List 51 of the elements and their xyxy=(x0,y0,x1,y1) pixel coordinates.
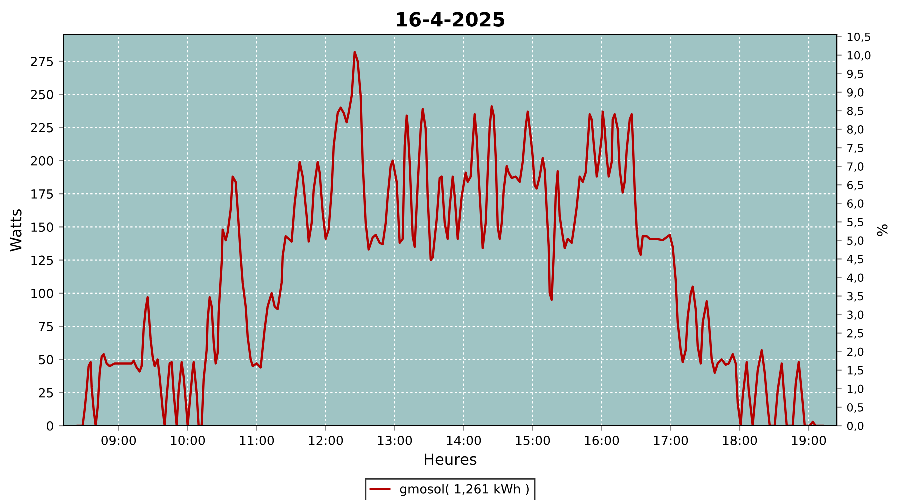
x-tick-label: 14:00 xyxy=(447,436,482,446)
x-axis-title: Heures xyxy=(425,454,477,466)
legend-label: gmosol( 1,261 kWh ) xyxy=(400,484,529,496)
y-tick-label: 75 xyxy=(39,322,54,332)
y-tick-label: 125 xyxy=(32,256,54,266)
line-series xyxy=(76,51,824,426)
y2-tick-label: 0,0 xyxy=(847,422,864,432)
y2-tick-label: 8,5 xyxy=(847,106,864,116)
y2-tick-label: 1,0 xyxy=(848,384,864,394)
y2-tick-label: 9,0 xyxy=(847,88,864,98)
x-tick-label: 10:00 xyxy=(171,436,206,446)
y-tick-label: 50 xyxy=(39,355,54,365)
chart-title: 16-4-2025 xyxy=(397,12,505,27)
x-tick-label: 09:00 xyxy=(102,436,136,446)
y2-tick-label: 5,5 xyxy=(848,218,864,228)
y2-tick-label: 1,5 xyxy=(848,366,864,376)
y-axis-title: Watts xyxy=(10,210,22,252)
x-tick-label: 13:00 xyxy=(378,436,412,446)
y2-tick-label: 6,5 xyxy=(848,181,864,191)
y-tick-label: 225 xyxy=(31,123,54,133)
y2-tick-label: 3,0 xyxy=(848,310,864,320)
y-tick-label: 0 xyxy=(47,421,54,431)
y-tick-label: 175 xyxy=(32,190,54,199)
y-tick-label: 150 xyxy=(32,222,54,232)
y2-tick-label: 7,0 xyxy=(848,162,864,172)
y-tick-label: 100 xyxy=(32,288,54,298)
x-tick-label: 15:00 xyxy=(516,436,550,446)
y2-tick-label: 8,0 xyxy=(847,125,864,136)
y-tick-label: 25 xyxy=(39,388,54,398)
y2-tick-label: 7,5 xyxy=(848,144,864,154)
y2-tick-label: 4,0 xyxy=(847,274,864,284)
y2-tick-label: 3,5 xyxy=(848,292,864,302)
x-tick-label: 16:00 xyxy=(585,436,620,446)
y2-tick-label: 6,0 xyxy=(848,200,864,210)
y2-tick-label: 4,5 xyxy=(847,255,864,265)
y2-tick-label: 2,5 xyxy=(848,329,864,339)
y-tick-label: 250 xyxy=(31,90,54,100)
y-tick-label: 200 xyxy=(31,156,54,166)
y2-tick-label: 10,5 xyxy=(848,32,870,42)
y2-tick-label: 5,0 xyxy=(848,236,864,246)
y2-tick-label: 0,5 xyxy=(847,403,864,413)
y2-tick-label: 2,0 xyxy=(848,348,864,358)
x-tick-label: 11:00 xyxy=(240,436,274,446)
x-tick-label: 12:00 xyxy=(309,436,344,446)
x-tick-label: 17:00 xyxy=(654,436,688,446)
x-tick-label: 19:00 xyxy=(792,436,826,446)
y2-tick-label: 10,0 xyxy=(848,51,871,61)
x-tick-label: 18:00 xyxy=(723,436,758,446)
y2-tick-label: 9,5 xyxy=(847,70,864,80)
y-tick-label: 275 xyxy=(31,56,54,66)
y2-axis-title: % xyxy=(877,224,888,236)
